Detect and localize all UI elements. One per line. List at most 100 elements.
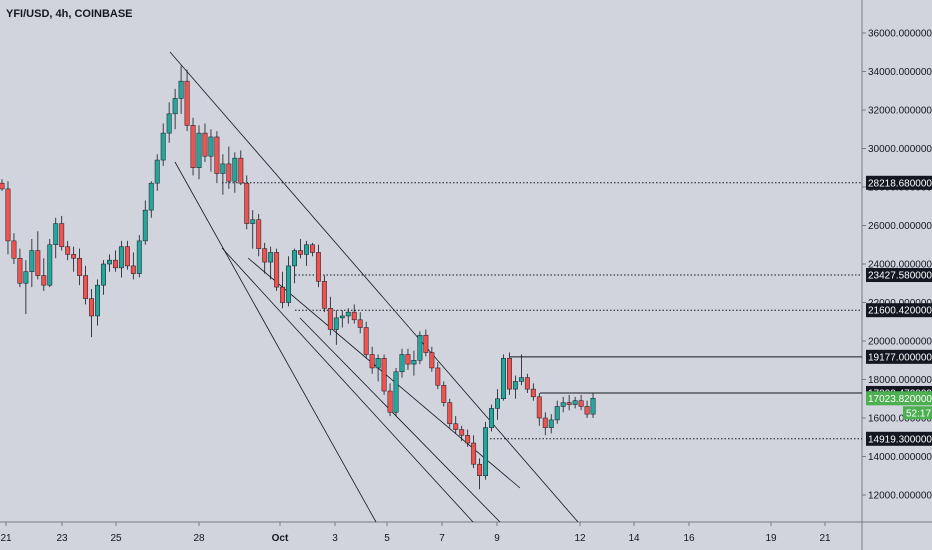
candle-body [154, 159, 160, 184]
x-tick-label: 14 [628, 533, 640, 544]
candle-body [375, 358, 381, 369]
candle-body [578, 400, 584, 407]
candle-body [321, 281, 327, 309]
candle-body [238, 157, 244, 184]
candle-body [23, 271, 29, 284]
candle-body [142, 209, 148, 242]
candle-body [435, 367, 441, 386]
candle-body [112, 259, 118, 269]
candle-body [232, 157, 238, 182]
candle-body [220, 163, 226, 174]
price-level-badge [866, 431, 932, 446]
candle-body [65, 246, 71, 255]
candle-body [309, 244, 315, 253]
candle-body [202, 132, 208, 157]
x-tick-label: 21 [0, 533, 12, 544]
candle-body [411, 360, 417, 365]
candle-body [333, 317, 339, 330]
price-level-badge [866, 303, 932, 318]
candle-body [184, 80, 190, 126]
trend-line [169, 51, 579, 523]
y-tick-label: 32000.00000000 [868, 106, 932, 117]
candle-body [471, 442, 477, 465]
candle-body [566, 402, 572, 405]
candle-body [560, 402, 566, 407]
candle-body [572, 400, 578, 405]
candle-body [172, 98, 178, 115]
candle-body [518, 377, 524, 382]
y-tick-label: 18000.00000000 [868, 375, 932, 386]
price-level-label: 28218.68000000 [868, 178, 932, 189]
candle-body [83, 275, 89, 299]
x-tick-label: 19 [765, 533, 777, 544]
price-level-label: 21600.42000000 [868, 306, 932, 317]
x-tick-label: 3 [332, 533, 338, 544]
price-level-label: 23427.58000000 [868, 271, 932, 282]
candle-body [226, 163, 232, 182]
candle-body [5, 188, 11, 242]
x-tick-label: 21 [819, 533, 831, 544]
candle-body [536, 396, 542, 419]
candle-body [17, 257, 23, 284]
countdown-badge [903, 406, 932, 420]
price-level-label: 19177.00000000 [868, 352, 932, 363]
candle-body [327, 308, 333, 330]
candle-body [107, 259, 112, 265]
candle-body [524, 377, 530, 390]
candle-body [357, 319, 363, 328]
y-tick-label: 20000.00000000 [868, 337, 932, 348]
candle-body [381, 358, 387, 392]
candle-body [447, 402, 453, 425]
candle-body [489, 408, 494, 428]
candle-body [29, 250, 35, 272]
current-price-badge [866, 391, 932, 406]
y-tick-label: 14000.00000000 [868, 452, 932, 463]
candle-body [244, 182, 250, 224]
candle-body [256, 219, 262, 249]
candle-body [429, 352, 435, 369]
candle-body [459, 429, 465, 436]
x-tick-label: 7 [439, 533, 445, 544]
x-tick-label: 12 [574, 533, 586, 544]
candle-body [590, 398, 596, 415]
candle-body [89, 298, 94, 317]
candle-body [95, 284, 100, 317]
candle-body [190, 125, 196, 168]
candle-body [124, 246, 130, 267]
candle-body [101, 263, 106, 286]
candle-body [417, 334, 423, 361]
candle-body [178, 80, 184, 99]
trend-line [221, 247, 474, 523]
y-tick-label: 26000.00000000 [868, 221, 932, 232]
candle-body [315, 252, 321, 282]
candle-body [345, 311, 351, 317]
candle-body [136, 240, 142, 274]
candle-body [387, 390, 393, 413]
candle-body [423, 334, 429, 353]
candle-body [477, 463, 483, 477]
y-tick-label: 12000.00000000 [868, 491, 932, 502]
candle-body [148, 182, 154, 211]
candle-body [393, 371, 399, 413]
x-tick-label: 23 [56, 533, 68, 544]
candle-body [495, 398, 500, 409]
candle-body [453, 423, 459, 430]
x-tick-label: 16 [683, 533, 695, 544]
x-tick-label: 25 [110, 533, 122, 544]
candle-body [286, 265, 292, 303]
candle-body [196, 132, 202, 169]
candle-body [554, 406, 560, 421]
x-tick-label: 28 [193, 533, 205, 544]
candle-body [483, 427, 489, 476]
candle-body [465, 435, 471, 444]
price-level-label: 14919.30000000 [868, 434, 932, 445]
candle-body [351, 311, 357, 321]
candle-body [530, 388, 536, 398]
candle-body [363, 327, 369, 355]
y-tick-label: 36000.00000000 [868, 29, 932, 40]
y-tick-label: 16000.00000000 [868, 414, 932, 425]
candle-body [208, 136, 214, 157]
candle-body [292, 250, 297, 267]
